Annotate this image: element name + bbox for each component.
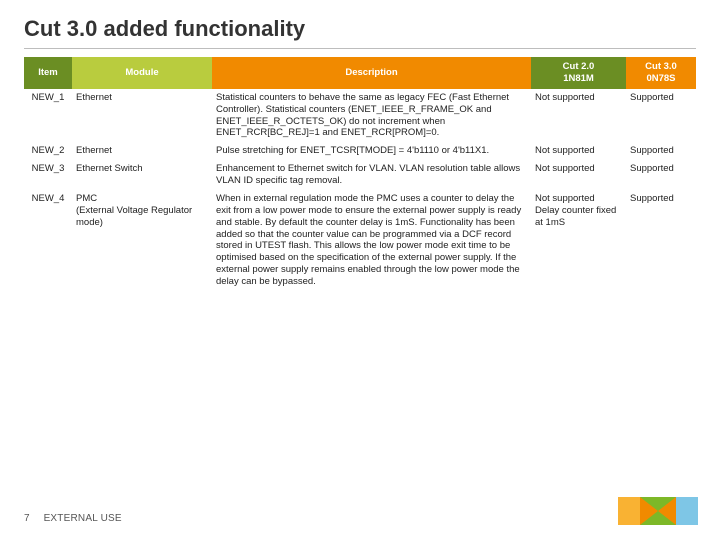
cell-item: NEW_1 xyxy=(24,89,72,143)
table-header-row: Item Module Description Cut 2.0 1N81M Cu… xyxy=(24,57,696,89)
cell-desc: When in external regulation mode the PMC… xyxy=(212,190,531,291)
cell-desc: Statistical counters to behave the same … xyxy=(212,89,531,143)
table-row: NEW_2 Ethernet Pulse stretching for ENET… xyxy=(24,142,696,160)
cell-cut2: Not supported xyxy=(531,160,626,190)
cell-cut2: Not supported xyxy=(531,89,626,143)
cell-cut2: Not supported xyxy=(531,142,626,160)
table-row: NEW_1 Ethernet Statistical counters to b… xyxy=(24,89,696,143)
th-cut2: Cut 2.0 1N81M xyxy=(531,57,626,89)
table-row: NEW_3 Ethernet Switch Enhancement to Eth… xyxy=(24,160,696,190)
th-cut3: Cut 3.0 0N78S xyxy=(626,57,696,89)
cell-item: NEW_4 xyxy=(24,190,72,291)
cell-cut3: Supported xyxy=(626,89,696,143)
th-desc: Description xyxy=(212,57,531,89)
cell-item: NEW_2 xyxy=(24,142,72,160)
table-body: NEW_1 Ethernet Statistical counters to b… xyxy=(24,89,696,291)
title-rule xyxy=(24,48,696,49)
cell-module: Ethernet xyxy=(72,142,212,160)
cell-cut3: Supported xyxy=(626,190,696,291)
cell-item: NEW_3 xyxy=(24,160,72,190)
cell-module: Ethernet xyxy=(72,89,212,143)
page-title: Cut 3.0 added functionality xyxy=(24,16,696,42)
cell-module: Ethernet Switch xyxy=(72,160,212,190)
footer: 7 EXTERNAL USE xyxy=(24,513,122,524)
cell-desc: Enhancement to Ethernet switch for VLAN.… xyxy=(212,160,531,190)
table-row: NEW_4 PMC (External Voltage Regulator mo… xyxy=(24,190,696,291)
cell-cut2: Not supported Delay counter fixed at 1mS xyxy=(531,190,626,291)
cell-cut3: Supported xyxy=(626,160,696,190)
cell-cut3: Supported xyxy=(626,142,696,160)
cell-desc: Pulse stretching for ENET_TCSR[TMODE] = … xyxy=(212,142,531,160)
cell-module: PMC (External Voltage Regulator mode) xyxy=(72,190,212,291)
footer-label: EXTERNAL USE xyxy=(44,513,122,524)
th-item: Item xyxy=(24,57,72,89)
th-module: Module xyxy=(72,57,212,89)
page-number: 7 xyxy=(24,513,30,524)
nxp-logo-icon xyxy=(618,493,702,534)
functionality-table: Item Module Description Cut 2.0 1N81M Cu… xyxy=(24,57,696,291)
